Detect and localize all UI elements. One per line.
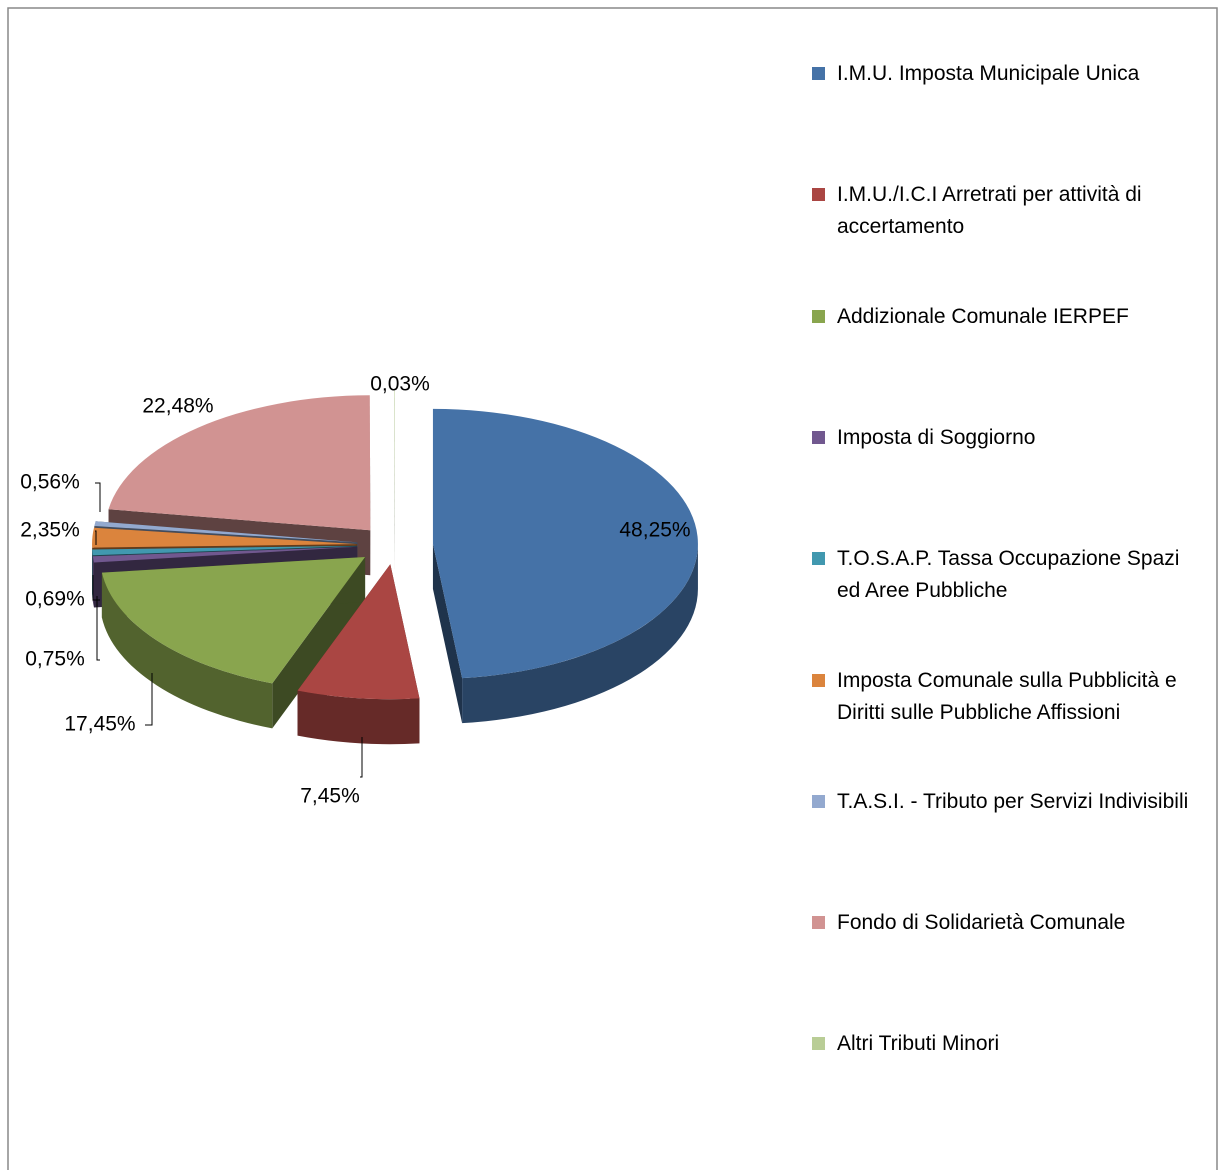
slice bbox=[92, 546, 358, 563]
legend-label: T.A.S.I. - Tributo per Servizi Indivisib… bbox=[837, 789, 1189, 813]
leader-line bbox=[360, 737, 363, 778]
legend-item: T.O.S.A.P. Tassa Occupazione Spazi ed Ar… bbox=[812, 543, 1207, 607]
legend-item: Imposta di Soggiorno bbox=[812, 422, 1207, 454]
slice bbox=[432, 408, 698, 679]
legend-swatch bbox=[812, 673, 825, 687]
data-label: 2,35% bbox=[20, 519, 80, 542]
chart-frame bbox=[7, 7, 1218, 1170]
data-label: 0,56% bbox=[20, 471, 80, 494]
legend-swatch bbox=[812, 916, 825, 930]
slice bbox=[108, 395, 371, 531]
legend-swatch bbox=[812, 309, 825, 323]
legend-swatch bbox=[812, 430, 825, 444]
leader-line bbox=[96, 596, 100, 661]
leader-line bbox=[95, 530, 97, 545]
data-label: 0,03% bbox=[370, 373, 430, 396]
data-label: 0,69% bbox=[25, 588, 85, 611]
legend-item: I.M.U. Imposta Municipale Unica bbox=[812, 58, 1207, 90]
legend-swatch bbox=[812, 552, 825, 566]
legend-item: I.M.U./I.C.I Arretrati per attività di a… bbox=[812, 179, 1207, 243]
legend-item: Imposta Comunale sulla Pubblicità e Diri… bbox=[812, 665, 1207, 729]
leader-line bbox=[92, 575, 100, 601]
slice bbox=[394, 390, 395, 526]
slice-side bbox=[432, 543, 463, 724]
legend-label: I.M.U. Imposta Municipale Unica bbox=[837, 62, 1140, 85]
slice bbox=[92, 545, 358, 556]
legend-label: I.M.U./I.C.I Arretrati per attività di a… bbox=[837, 183, 1142, 239]
legend-label: Altri Tributi Minori bbox=[837, 1032, 1000, 1056]
slice-wall bbox=[297, 690, 420, 745]
slice-wall bbox=[101, 572, 273, 729]
legend-label: Addizionale Comunale IERPEF bbox=[837, 304, 1129, 328]
legend-label: Fondo di Solidarietà Comunale bbox=[837, 911, 1126, 935]
slice-side bbox=[394, 390, 395, 571]
slice bbox=[101, 556, 366, 684]
legend-label: Imposta di Soggiorno bbox=[837, 425, 1036, 449]
legend-label: Imposta Comunale sulla Pubblicità e Diri… bbox=[837, 668, 1177, 724]
legend-item: Addizionale Comunale IERPEF bbox=[812, 301, 1207, 333]
legend-item: Fondo di Solidarietà Comunale bbox=[812, 907, 1207, 939]
data-label: 7,45% bbox=[300, 785, 360, 808]
data-label: 48,25% bbox=[619, 519, 690, 542]
slice bbox=[92, 527, 358, 548]
slice bbox=[94, 521, 358, 543]
slice-wall bbox=[462, 543, 698, 724]
legend-swatch bbox=[812, 794, 825, 808]
legend-swatch bbox=[812, 67, 825, 80]
legend-item: T.A.S.I. - Tributo per Servizi Indivisib… bbox=[812, 786, 1207, 818]
data-label: 0,75% bbox=[25, 648, 85, 671]
legend-swatch bbox=[812, 1037, 825, 1051]
legend-swatch bbox=[812, 188, 825, 202]
data-label: 22,48% bbox=[142, 395, 213, 418]
legend-item: Altri Tributi Minori bbox=[812, 1028, 1207, 1060]
legend-label: T.O.S.A.P. Tassa Occupazione Spazi ed Ar… bbox=[837, 547, 1180, 603]
slice bbox=[297, 564, 420, 700]
leader-line bbox=[95, 482, 101, 512]
leader-line bbox=[145, 673, 153, 726]
data-label: 17,45% bbox=[64, 713, 135, 736]
